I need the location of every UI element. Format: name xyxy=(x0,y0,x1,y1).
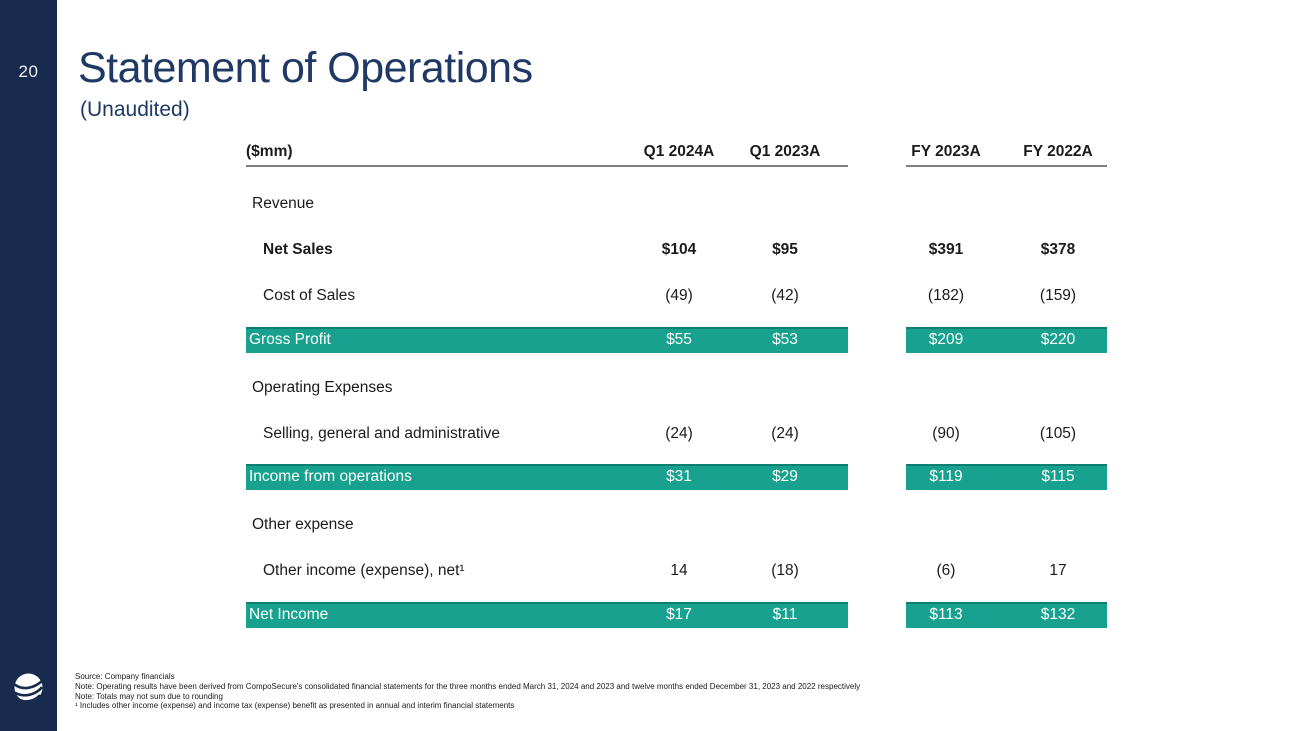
footnote-note-1: Note: Operating results have been derive… xyxy=(75,681,861,691)
footnotes: Source: Company financials Note: Operati… xyxy=(75,672,860,711)
column-header-q1-2023a: Q1 2023A xyxy=(749,143,821,160)
cell-value: $17 xyxy=(666,606,692,623)
cell-value: (90) xyxy=(932,425,960,442)
cell-value: $31 xyxy=(666,468,692,485)
column-header-q1-2024a: Q1 2024A xyxy=(643,143,715,160)
page-subtitle: (Unaudited) xyxy=(80,98,190,121)
cell-value: (105) xyxy=(1039,425,1077,442)
row-label: Gross Profit xyxy=(249,331,331,348)
row-label: Net Sales xyxy=(263,241,333,258)
header-rule-left xyxy=(246,165,848,167)
cell-value: $95 xyxy=(772,241,798,258)
row-label: Selling, general and administrative xyxy=(263,425,500,442)
table-row-net-income: Net Income $17 $11 $113 $132 xyxy=(246,602,1107,628)
highlight-bar-left xyxy=(246,602,848,628)
cell-value: (18) xyxy=(771,562,799,579)
section-label: Revenue xyxy=(252,195,315,212)
cell-value: 17 xyxy=(1049,562,1067,579)
cell-value: $11 xyxy=(772,606,798,623)
row-label: Other income (expense), net¹ xyxy=(263,562,465,579)
page-title: Statement of Operations xyxy=(78,44,533,92)
row-label: Net Income xyxy=(249,606,329,623)
column-header-fy-2022a: FY 2022A xyxy=(1023,143,1093,160)
cell-value: $115 xyxy=(1041,468,1075,485)
cell-value: $119 xyxy=(929,468,963,485)
row-label: Cost of Sales xyxy=(263,287,356,304)
table-row-other-expense-section: Other expense xyxy=(246,512,1107,538)
cell-value: $391 xyxy=(928,241,964,258)
section-label: Other expense xyxy=(252,516,354,533)
cell-value: $113 xyxy=(929,606,963,623)
table-row-net-sales: Net Sales $104 $95 $391 $378 xyxy=(246,237,1107,263)
page-number: 20 xyxy=(18,62,39,81)
table-row-cost-of-sales: Cost of Sales (49) (42) (182) (159) xyxy=(246,283,1107,309)
section-label: Operating Expenses xyxy=(252,379,393,396)
statement-of-operations-table: ($mm) Q1 2024A Q1 2023A FY 2023A FY 2022… xyxy=(246,0,1107,650)
cell-value: $29 xyxy=(772,468,798,485)
footnote-superscript-1: ¹ Includes other income (expense) and in… xyxy=(75,701,515,711)
table-header-row: ($mm) Q1 2024A Q1 2023A FY 2023A FY 2022… xyxy=(246,139,1107,165)
cell-value: 14 xyxy=(670,562,688,579)
cell-value: $53 xyxy=(772,331,798,348)
cell-value: (159) xyxy=(1039,287,1077,304)
highlight-bar-left xyxy=(246,327,848,353)
table-row-other-income-expense-net: Other income (expense), net¹ 14 (18) (6)… xyxy=(246,558,1107,584)
company-logo-icon xyxy=(13,673,44,703)
table-row-gross-profit: Gross Profit $55 $53 $209 $220 xyxy=(246,327,1107,353)
column-header-fy-2023a: FY 2023A xyxy=(911,143,981,160)
cell-value: (24) xyxy=(665,425,693,442)
table-row-sga: Selling, general and administrative (24)… xyxy=(246,421,1107,447)
table-row-operating-expenses-section: Operating Expenses xyxy=(246,375,1107,401)
highlight-bar-right xyxy=(906,464,1107,490)
footnote-note-2: Note: Totals may not sum due to rounding xyxy=(75,691,223,701)
highlight-bar-right xyxy=(906,602,1107,628)
sidebar: 20 xyxy=(0,0,57,731)
cell-value: (42) xyxy=(771,287,799,304)
highlight-bar-right xyxy=(906,327,1107,353)
cell-value: $378 xyxy=(1040,241,1076,258)
cell-value: $104 xyxy=(661,241,697,258)
table-row-income-from-operations: Income from operations $31 $29 $119 $115 xyxy=(246,464,1107,490)
cell-value: (49) xyxy=(665,287,693,304)
unit-label: ($mm) xyxy=(246,143,293,160)
header-rule-right xyxy=(906,165,1107,167)
cell-value: (24) xyxy=(771,425,799,442)
cell-value: $220 xyxy=(1040,331,1076,348)
footnote-source: Source: Company financials xyxy=(75,672,175,681)
cell-value: (6) xyxy=(936,562,956,579)
cell-value: (182) xyxy=(927,287,965,304)
cell-value: $209 xyxy=(928,331,964,348)
cell-value: $55 xyxy=(666,331,692,348)
row-label: Income from operations xyxy=(249,468,412,485)
highlight-bar-left xyxy=(246,464,848,490)
table-row-revenue-section: Revenue xyxy=(246,191,1107,217)
cell-value: $132 xyxy=(1040,606,1076,623)
